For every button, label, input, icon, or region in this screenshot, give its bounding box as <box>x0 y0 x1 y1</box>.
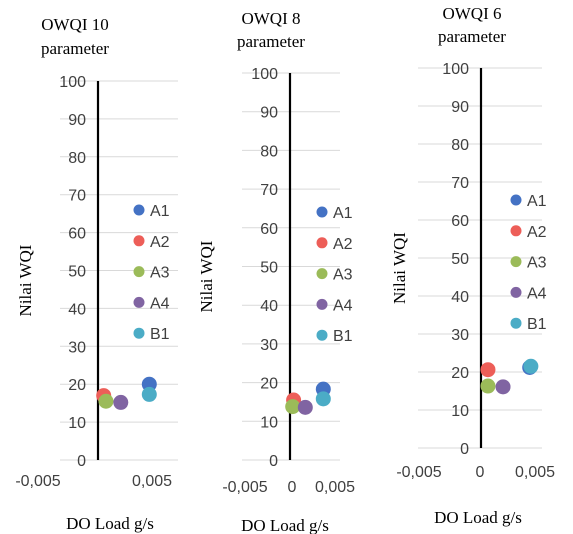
legend-label: A4 <box>527 285 547 302</box>
legend-label: A1 <box>150 203 170 220</box>
legend-marker-a3 <box>133 266 145 278</box>
x-axis-label: DO Load g/s <box>66 514 154 533</box>
legend-marker-b1 <box>133 327 145 339</box>
legend-label: B1 <box>150 326 170 343</box>
x-tick-label: 0,005 <box>515 464 555 481</box>
y-tick-label: 0 <box>460 441 469 458</box>
y-tick-label: 50 <box>68 264 86 281</box>
legend-label: A3 <box>333 267 353 284</box>
data-point-b1 <box>523 358 539 374</box>
y-tick-label: 20 <box>68 377 86 394</box>
y-axis-label: Nilai WQI <box>16 244 35 316</box>
data-point-a2 <box>480 362 496 378</box>
legend-label: A2 <box>527 224 547 241</box>
legend-marker-a1 <box>316 206 328 218</box>
x-axis-label: DO Load g/s <box>241 516 329 534</box>
legend-label: A1 <box>333 205 353 222</box>
data-point-a4 <box>113 394 129 410</box>
x-tick-label: -0,005 <box>15 473 60 490</box>
chart-subtitle: parameter <box>237 32 305 51</box>
y-tick-label: 40 <box>451 289 469 306</box>
x-tick-label: 0 <box>476 464 485 481</box>
y-tick-label: 60 <box>451 213 469 230</box>
y-tick-label: 70 <box>260 182 278 199</box>
y-tick-label: 100 <box>251 66 278 83</box>
chart-subtitle: parameter <box>438 27 506 46</box>
legend-label: A4 <box>150 295 170 312</box>
data-point-b1 <box>315 391 331 407</box>
y-tick-label: 40 <box>68 301 86 318</box>
y-tick-label: 80 <box>451 137 469 154</box>
y-tick-label: 100 <box>442 61 469 78</box>
legend-marker-a1 <box>133 204 145 216</box>
y-tick-label: 30 <box>260 337 278 354</box>
data-point-b1 <box>141 386 157 402</box>
chart-title: OWQI 10 <box>41 15 109 34</box>
chart-panel-3: 0 10 20 30 40 50 60 70 80 90 100 -0,005 0 0,005 OWQI 6… <box>390 4 555 527</box>
x-tick-label: 0,005 <box>315 479 355 496</box>
x-tick-label: -0,005 <box>396 464 441 481</box>
chart-title: OWQI 6 <box>442 4 501 23</box>
y-tick-label: 70 <box>68 188 86 205</box>
chart-title: OWQI 8 <box>241 9 300 28</box>
legend-label: A4 <box>333 297 353 314</box>
legend-label: A2 <box>333 236 353 253</box>
chart-subtitle: parameter <box>41 39 109 58</box>
y-tick-label: 70 <box>451 175 469 192</box>
legend-label: A2 <box>150 234 170 251</box>
y-tick-label: 100 <box>59 74 86 91</box>
x-axis-label: DO Load g/s <box>434 508 522 527</box>
y-tick-label: 30 <box>451 327 469 344</box>
data-point-a3 <box>480 378 496 394</box>
data-point-a4 <box>495 379 511 395</box>
y-tick-label: 90 <box>451 99 469 116</box>
y-tick-label: 90 <box>260 105 278 122</box>
legend-marker-a4 <box>133 296 145 308</box>
y-tick-label: 30 <box>68 339 86 356</box>
y-tick-label: 90 <box>68 112 86 129</box>
legend-marker-a1 <box>510 194 522 206</box>
y-tick-label: 80 <box>260 143 278 160</box>
legend-label: A1 <box>527 193 547 210</box>
legend-marker-b1 <box>510 317 522 329</box>
y-tick-label: 50 <box>451 251 469 268</box>
y-tick-label: 10 <box>451 403 469 420</box>
y-tick-label: 0 <box>77 453 86 470</box>
y-tick-label: 60 <box>260 221 278 238</box>
x-tick-label: -0,005 <box>222 479 267 496</box>
y-axis-label: Nilai WQI <box>197 240 216 312</box>
legend-marker-a3 <box>510 256 522 268</box>
legend-marker-a3 <box>316 268 328 280</box>
chart-panel-1: 0 10 20 30 40 50 60 70 80 90 100 -0,005 0,005 OWQI 10… <box>15 15 178 533</box>
legend-label: A3 <box>150 265 170 282</box>
y-tick-label: 10 <box>260 414 278 431</box>
y-tick-label: 10 <box>68 415 86 432</box>
data-point-a3 <box>285 399 301 415</box>
y-tick-label: 20 <box>260 376 278 393</box>
legend-marker-b1 <box>316 329 328 341</box>
legend-marker-a2 <box>133 235 145 247</box>
y-tick-label: 40 <box>260 298 278 315</box>
y-tick-label: 0 <box>269 453 278 470</box>
y-tick-label: 60 <box>68 226 86 243</box>
x-tick-label: 0,005 <box>132 473 172 490</box>
data-point-a3 <box>98 393 114 409</box>
legend-label: B1 <box>333 328 353 345</box>
legend-label: B1 <box>527 316 547 333</box>
legend-marker-a2 <box>316 237 328 249</box>
x-tick-label: 0 <box>288 479 297 496</box>
y-tick-label: 20 <box>451 365 469 382</box>
data-point-a4 <box>297 399 313 415</box>
legend-label: A3 <box>527 255 547 272</box>
legend-marker-a2 <box>510 225 522 237</box>
legend-marker-a4 <box>510 286 522 298</box>
y-tick-label: 50 <box>260 260 278 277</box>
y-tick-label: 80 <box>68 150 86 167</box>
legend-marker-a4 <box>316 298 328 310</box>
y-axis-label: Nilai WQI <box>390 232 409 304</box>
